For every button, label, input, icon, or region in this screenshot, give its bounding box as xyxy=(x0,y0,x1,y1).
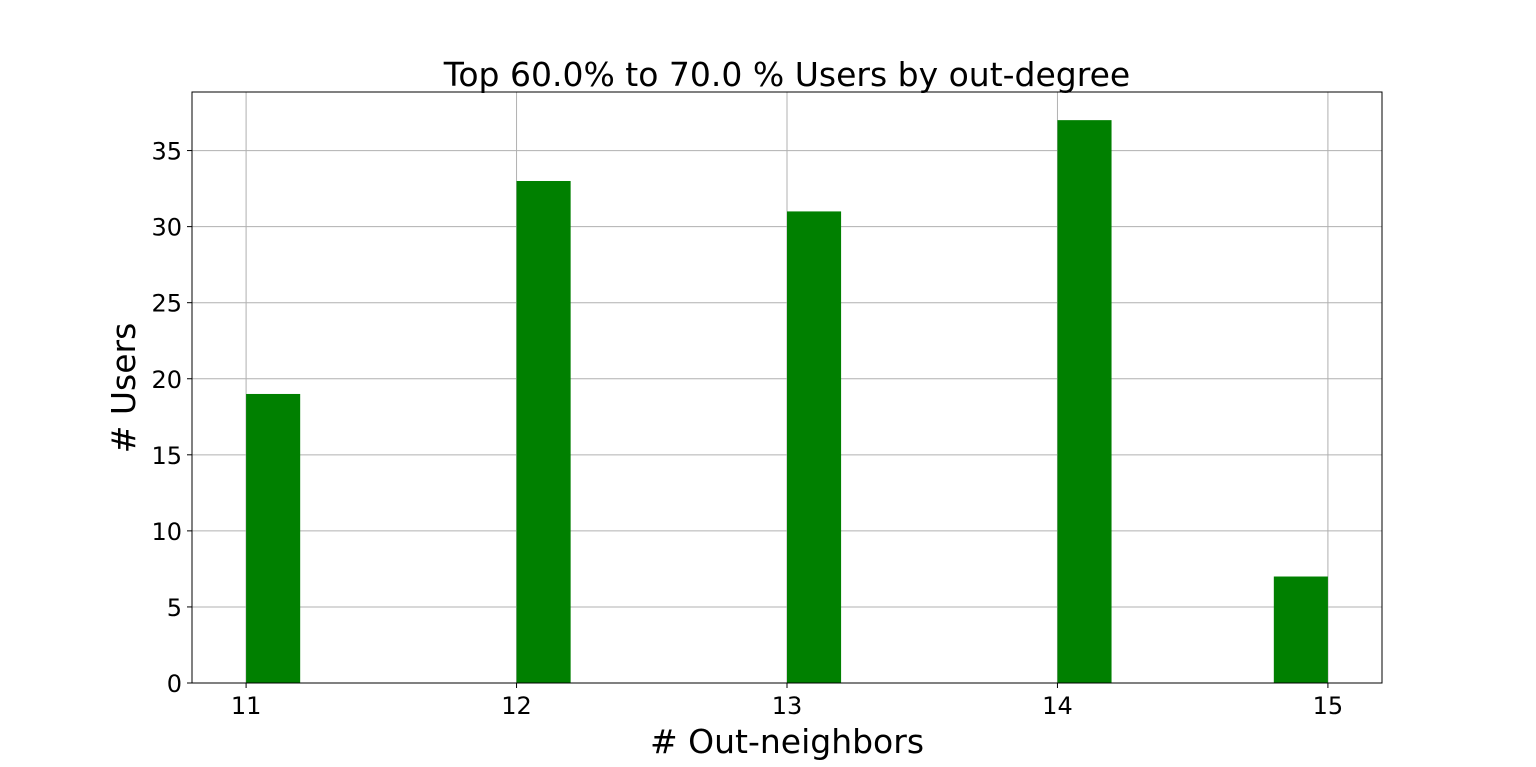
x-tick-label: 12 xyxy=(501,692,532,720)
y-tick-label: 20 xyxy=(151,366,182,394)
x-tick-label: 11 xyxy=(231,692,262,720)
histogram-bar xyxy=(1057,120,1112,683)
y-tick-label: 25 xyxy=(151,290,182,318)
chart-title: Top 60.0% to 70.0 % Users by out-degree xyxy=(443,55,1130,94)
bars xyxy=(246,120,1328,683)
x-axis-ticks: 11 12 13 14 15 xyxy=(231,683,1343,720)
histogram-bar xyxy=(246,393,301,683)
y-tick-label: 35 xyxy=(151,138,182,166)
x-axis-label: # Out-neighbors xyxy=(650,722,924,761)
y-tick-label: 15 xyxy=(151,442,182,470)
histogram-bar xyxy=(516,180,571,683)
histogram-bar xyxy=(1273,576,1328,683)
x-tick-label: 13 xyxy=(772,692,803,720)
y-tick-label: 30 xyxy=(151,214,182,242)
x-tick-label: 15 xyxy=(1313,692,1344,720)
y-tick-label: 10 xyxy=(151,518,182,546)
y-tick-label: 0 xyxy=(167,670,182,698)
y-axis-ticks: 0 5 10 15 20 25 30 35 xyxy=(151,138,192,698)
y-tick-label: 5 xyxy=(167,594,182,622)
histogram-bar xyxy=(787,211,842,683)
x-tick-label: 14 xyxy=(1042,692,1073,720)
y-axis-label: # Users xyxy=(104,323,143,454)
